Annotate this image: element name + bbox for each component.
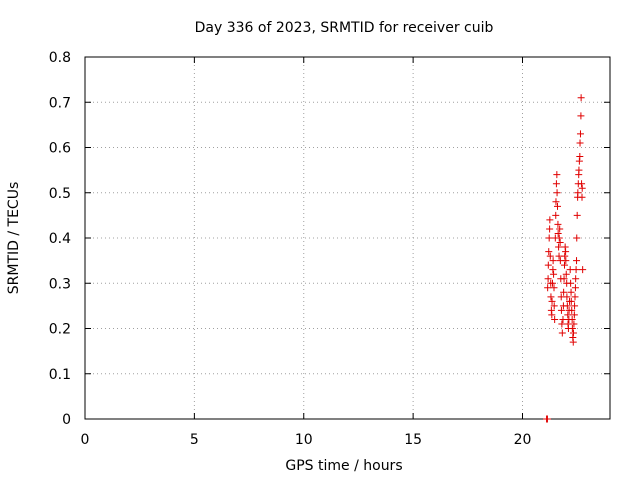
data-point	[548, 311, 556, 319]
data-point	[572, 266, 580, 274]
x-tick-label: 10	[295, 432, 313, 448]
x-tick-label: 20	[514, 432, 532, 448]
data-point	[561, 261, 568, 269]
data-point	[578, 193, 586, 201]
data-point	[558, 329, 566, 337]
data-point	[568, 306, 576, 314]
data-point	[571, 284, 579, 292]
data-point	[555, 234, 563, 242]
data-point	[552, 180, 560, 188]
data-point	[562, 248, 570, 256]
data-point	[578, 180, 586, 188]
data-point	[577, 94, 585, 102]
data-point	[546, 225, 554, 233]
y-tick-label: 0.7	[49, 95, 71, 111]
data-point	[564, 311, 572, 319]
data-point	[567, 279, 575, 287]
data-point	[573, 211, 581, 219]
data-points	[543, 94, 587, 423]
data-point	[549, 257, 557, 265]
y-tick-label: 0.4	[49, 231, 71, 247]
data-point	[563, 293, 571, 301]
y-tick-label: 0.3	[49, 276, 71, 292]
data-point	[570, 320, 578, 328]
data-point	[554, 202, 561, 210]
y-tick-label: 0.5	[49, 186, 71, 202]
data-point	[552, 211, 560, 219]
data-point	[571, 302, 579, 310]
data-point	[546, 252, 554, 260]
data-point	[550, 270, 558, 278]
data-point	[543, 415, 551, 423]
data-point	[571, 293, 579, 301]
data-point	[559, 315, 567, 323]
data-point	[562, 270, 570, 278]
data-point	[568, 325, 576, 332]
data-point	[550, 284, 558, 292]
data-point	[567, 288, 575, 296]
data-point	[575, 166, 583, 174]
data-point	[557, 306, 565, 314]
data-point	[579, 266, 587, 274]
data-point	[554, 229, 562, 237]
plot-frame	[84, 56, 611, 420]
data-point	[563, 302, 571, 310]
data-point	[556, 239, 564, 247]
data-point	[553, 171, 561, 179]
y-tick-label: 0.8	[49, 50, 71, 66]
data-point	[570, 311, 578, 319]
data-point	[544, 261, 552, 269]
data-point	[569, 338, 577, 346]
data-point	[578, 184, 586, 192]
data-point	[560, 275, 568, 283]
data-point	[561, 252, 569, 260]
data-point	[544, 284, 552, 292]
y-axis-label: SRMTID / TECUs	[6, 182, 22, 295]
data-point	[577, 112, 585, 120]
data-point	[555, 243, 563, 251]
data-point	[547, 293, 555, 301]
x-axis-label: GPS time / hours	[285, 458, 402, 474]
data-point	[545, 248, 553, 256]
data-point	[573, 234, 581, 242]
data-point	[562, 257, 570, 265]
data-point	[549, 266, 557, 274]
data-point	[554, 220, 562, 228]
grid	[85, 57, 610, 419]
data-point	[576, 153, 584, 161]
y-tick-label: 0.2	[49, 322, 71, 338]
x-tick-label: 15	[404, 432, 422, 448]
data-point	[574, 189, 582, 197]
data-point	[569, 329, 577, 337]
data-point	[556, 225, 564, 233]
data-point	[567, 297, 575, 305]
y-tick-label: 0.6	[49, 141, 71, 157]
data-point	[546, 216, 554, 224]
y-tick-label: 0.1	[49, 367, 71, 383]
data-point	[553, 189, 561, 197]
x-tick-label: 5	[190, 432, 199, 448]
data-point	[572, 275, 580, 283]
data-point	[544, 275, 552, 283]
data-point	[576, 139, 584, 147]
data-point	[550, 302, 558, 310]
data-point	[552, 198, 560, 206]
data-point	[545, 234, 553, 242]
data-point	[548, 279, 556, 287]
ticks: 0 5 10 15 20 0 0.1 0.2 0.3 0.4 0.5 0.6 0.7 0.8	[49, 50, 610, 448]
data-point	[558, 320, 566, 328]
x-tick-label: 0	[81, 432, 90, 448]
data-point	[573, 257, 581, 265]
data-point	[568, 315, 576, 323]
data-point	[560, 288, 568, 296]
y-tick-label: 0	[62, 412, 71, 428]
data-point	[576, 130, 584, 138]
data-point	[548, 297, 556, 305]
data-point	[551, 315, 559, 323]
data-point	[566, 266, 574, 274]
chart-title: Day 336 of 2023, SRMTID for receiver cui…	[195, 20, 494, 36]
